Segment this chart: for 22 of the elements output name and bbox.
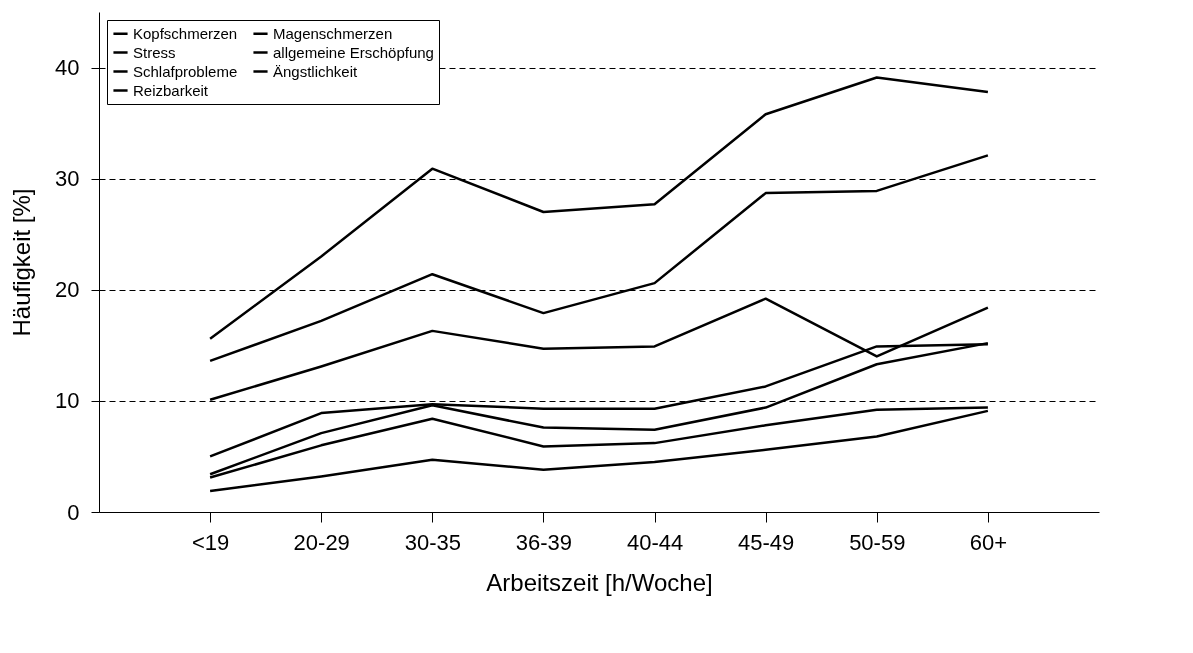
x-tick-label: 50-59	[849, 529, 906, 555]
x-tick-label: <19	[191, 529, 230, 555]
legend-label: Kopfschmerzen	[133, 24, 238, 42]
legend-label: Ängstlichkeit	[273, 62, 359, 80]
legend-label: Schlafprobleme	[133, 62, 238, 80]
y-axis-title: Häufigkeit [%]	[8, 188, 36, 337]
legend-label: Reizbarkeit	[133, 81, 209, 99]
legend-label: Magenschmerzen	[273, 24, 393, 42]
x-tick-label: 60+	[969, 529, 1008, 555]
y-tick-label: 10	[55, 388, 80, 414]
x-axis-title: Arbeitszeit [h/Woche]	[486, 568, 713, 596]
y-tick-label: 30	[55, 166, 80, 192]
x-tick-label: 20-29	[293, 529, 350, 555]
legend-label: Stress	[133, 43, 176, 61]
y-tick-label: 20	[55, 277, 80, 303]
y-tick-label: 0	[67, 499, 80, 525]
x-tick-label: 45-49	[738, 529, 795, 555]
y-tick-label: 40	[55, 55, 80, 81]
x-tick-label: 30-35	[404, 529, 461, 555]
x-tick-label: 36-39	[515, 529, 573, 555]
x-tick-label: 40-44	[626, 529, 684, 555]
legend-label: allgemeine Erschöpfung	[273, 43, 434, 61]
